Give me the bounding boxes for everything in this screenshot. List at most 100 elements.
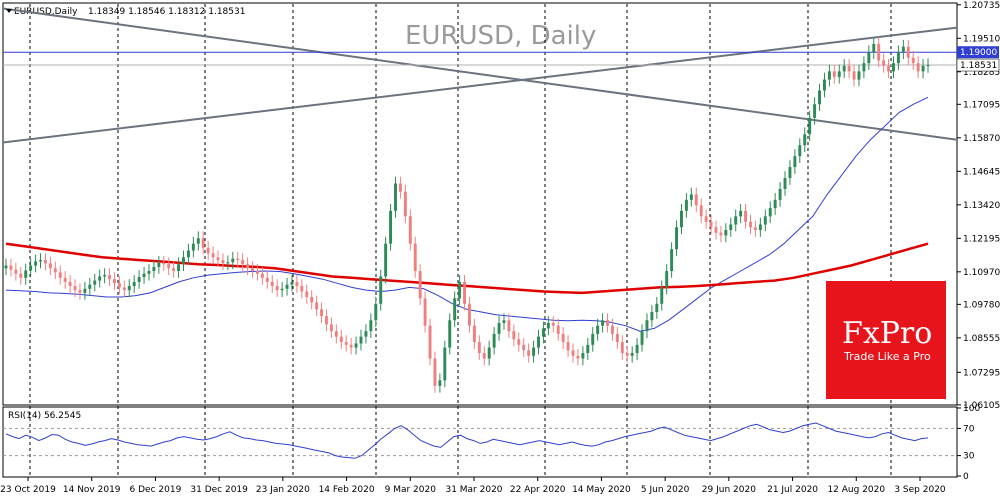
candle-body (744, 210, 748, 222)
y-tick-label: 1.12195 (963, 234, 1000, 244)
candle-body (39, 260, 42, 262)
candle-body (443, 347, 447, 381)
sma-50-line (5, 96, 929, 332)
candle-body (374, 303, 378, 321)
candle-body (896, 52, 900, 64)
candle-body (487, 347, 491, 359)
x-tick-label: 9 Mar 2020 (385, 485, 437, 495)
candle-body (670, 249, 674, 271)
y-tick-label: 1.20735 (963, 1, 1000, 11)
candle-body (857, 71, 861, 80)
candle-body (837, 71, 841, 77)
candle-body (882, 60, 886, 66)
x-tick-label: 14 Nov 2019 (63, 485, 121, 495)
logo-background (826, 281, 946, 399)
candle-body (206, 247, 210, 254)
candle-body (842, 65, 846, 72)
y-tick-label: 1.14645 (963, 167, 1000, 177)
candle-body (803, 134, 807, 146)
candle-body (788, 167, 792, 179)
candle-body (477, 342, 481, 354)
candle-body (453, 298, 457, 321)
x-tick-label: 3 Sep 2020 (894, 485, 946, 495)
candle-body (650, 312, 654, 321)
current-price-box (956, 58, 1000, 72)
candle-body (502, 320, 506, 323)
current-price-label: 1.18531 (960, 61, 997, 71)
symbol-header[interactable]: EURUSD,Daily (14, 7, 78, 17)
candle-body (482, 353, 486, 359)
candle-body (541, 328, 545, 337)
candle-body (892, 63, 895, 72)
y-tick-label: 1.10970 (963, 268, 1000, 278)
candle-body (9, 265, 13, 270)
sma-200-line (5, 242, 929, 295)
candle-body (221, 260, 225, 264)
candle-body (739, 210, 743, 217)
x-tick-label: 31 Mar 2020 (445, 485, 502, 495)
y-tick-label: 1.19510 (963, 34, 1000, 44)
candle-body (532, 347, 536, 356)
candle-body (211, 253, 215, 258)
candle-body (537, 336, 540, 348)
candle-body (137, 277, 141, 282)
candle-body (226, 262, 230, 264)
brand-tagline: Trade Like a Pro (843, 350, 931, 363)
candle-body (729, 224, 733, 230)
candle-body (275, 286, 279, 291)
candle-body (157, 262, 161, 267)
candle-body (334, 331, 338, 337)
candle-body (660, 287, 664, 304)
candle-body (561, 333, 565, 343)
candle-body (472, 325, 476, 343)
candle-body (492, 333, 496, 348)
ohlc-header: 1.18349 1.18546 1.18312 1.18531 (88, 7, 245, 17)
candle-body (325, 316, 328, 325)
candle-body (793, 156, 797, 168)
rsi-panel-frame (2, 406, 958, 478)
candle-body (926, 65, 930, 67)
chart-watermark: EURUSD, Daily (405, 21, 596, 51)
symbol-menu-icon[interactable] (6, 9, 12, 13)
candle-body (877, 44, 881, 61)
candle-body (290, 281, 294, 285)
candle-body (576, 355, 580, 359)
price-axis: 1.20735 1.19510 1.18285 1.17095 1.15870 1.146… (957, 1, 1000, 411)
candle-body (625, 353, 629, 356)
candle-body (813, 104, 817, 118)
date-axis: 23 Oct 2019 14 Nov 2019 6 Dec 2019 31 Dec 2… (0, 477, 946, 495)
candle-body (566, 342, 570, 351)
candle-body (394, 183, 397, 211)
candle-body (354, 343, 358, 348)
candle-body (556, 325, 560, 334)
candle-body (517, 339, 521, 345)
x-tick-label: 23 Oct 2019 (0, 485, 56, 495)
candle-body (255, 271, 259, 274)
fxpro-logo: FxPro Trade Like a Pro (826, 281, 946, 399)
candle-body (507, 320, 511, 332)
candle-body (522, 344, 526, 351)
candle-body (182, 257, 185, 265)
candle-body (270, 281, 274, 287)
candle-body (916, 63, 920, 72)
candle-body (63, 277, 67, 282)
candle-body (172, 268, 176, 271)
candle-body (103, 275, 107, 277)
candle-body (704, 216, 708, 222)
candle-body (527, 350, 531, 356)
candle-body (246, 264, 250, 269)
x-tick-label: 21 Jul 2020 (767, 485, 818, 495)
candle-body (571, 350, 575, 356)
candle-body (630, 353, 634, 356)
level-label: 1.19000 (960, 48, 997, 58)
candle-body (433, 358, 437, 386)
candle-body (14, 269, 18, 274)
candle-body (280, 288, 284, 291)
candle-body (329, 324, 333, 332)
candle-body (749, 221, 752, 228)
y-tick-label: 1.15870 (963, 134, 1000, 144)
level-label-box (957, 46, 999, 59)
trendlines[interactable] (2, 7, 958, 144)
candle-body (216, 257, 220, 261)
candle-body (265, 277, 269, 282)
